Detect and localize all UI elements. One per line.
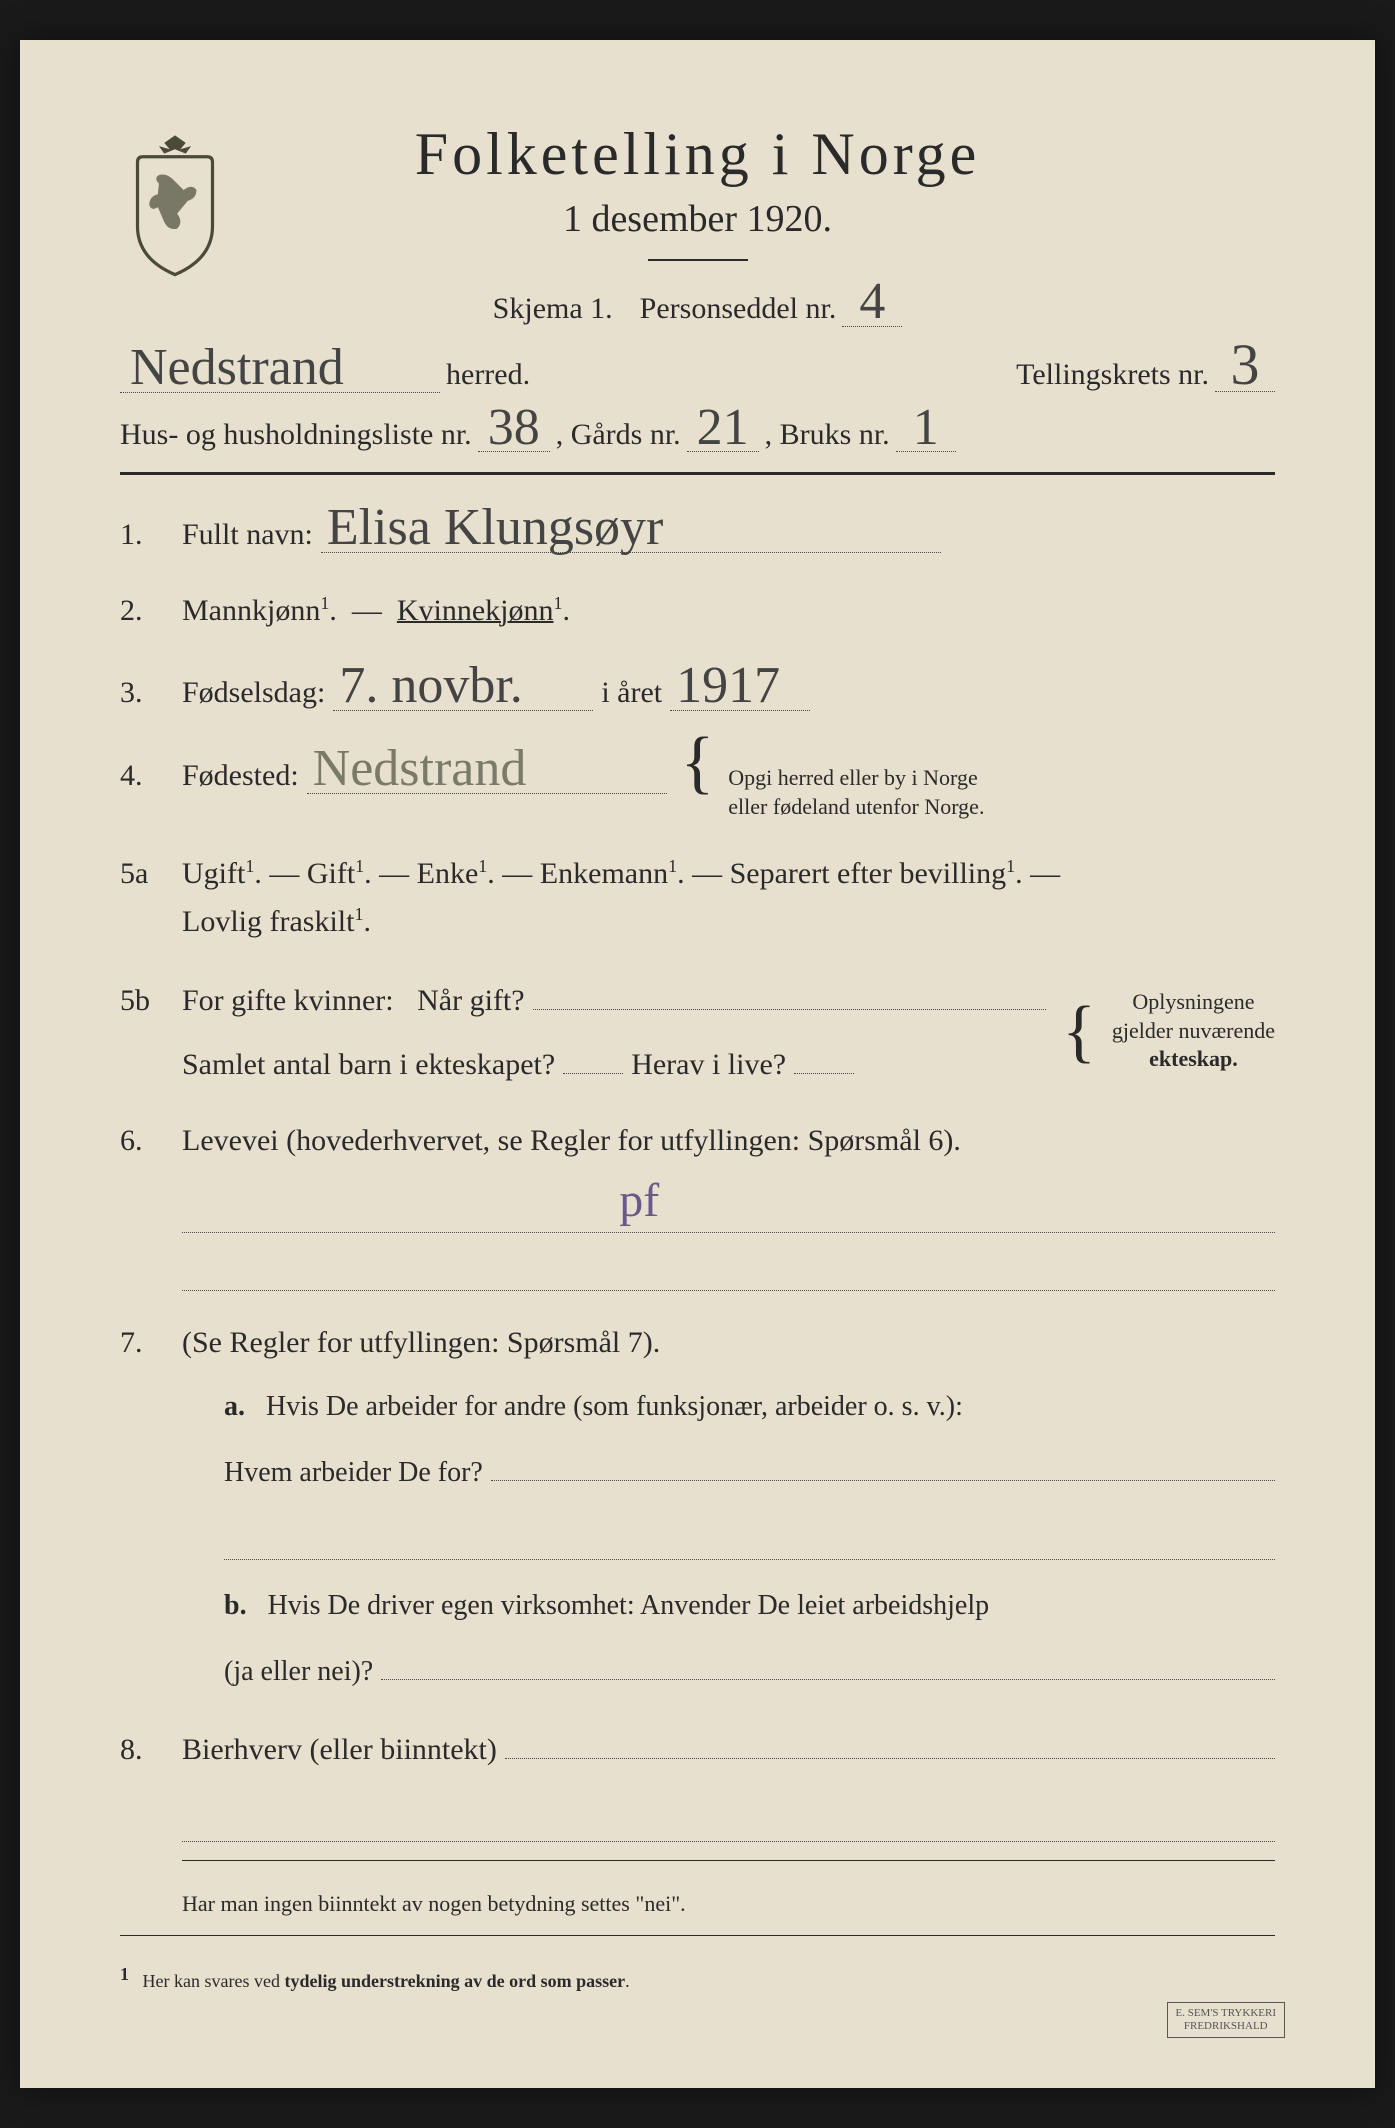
q2-mann: Mannkjønn [182, 594, 320, 627]
divider [182, 1860, 1275, 1861]
q1-value: Elisa Klungsøyr [321, 505, 941, 553]
q7a-label: a. [224, 1391, 245, 1422]
q2-num: 2. [120, 587, 168, 635]
q3-label: Fødselsdag: [182, 669, 325, 717]
form-title: Folketelling i Norge [120, 120, 1275, 189]
q5a-num: 5a [120, 850, 168, 898]
q4-label: Fødested: [182, 752, 299, 800]
q7a-text2: Hvem arbeider De for? [224, 1451, 483, 1496]
printer-mark: E. SEM'S TRYKKERI FREDRIKSHALD [1167, 2002, 1286, 2038]
q7-num: 7. [120, 1319, 168, 1367]
census-form-page: Folketelling i Norge 1 desember 1920. Sk… [20, 40, 1375, 2088]
q3-year: 1917 [670, 663, 810, 711]
divider [648, 259, 748, 261]
q5b-line2b: Herav i live? [631, 1041, 786, 1089]
q5a-opt-ugift: Ugift [182, 857, 245, 890]
hus-label: Hus- og husholdningsliste nr. [120, 418, 472, 452]
q4-num: 4. [120, 752, 168, 800]
q3-year-label: i året [601, 669, 662, 717]
q5b-note: Oplysningene gjelder nuværende ekteskap. [1112, 988, 1275, 1074]
q2-kjonn: 2. Mannkjønn1. — Kvinnekjønn1. [120, 587, 1275, 635]
personseddel-nr: 4 [842, 279, 902, 327]
q5a-opt-fraskilt: Lovlig fraskilt [182, 905, 354, 938]
q7a: a. Hvis De arbeider for andre (som funks… [224, 1385, 1275, 1496]
q3-num: 3. [120, 669, 168, 717]
tellingskrets-nr: 3 [1215, 339, 1275, 392]
q5b-line1b: Når gift? [417, 977, 524, 1025]
blank-line [381, 1647, 1275, 1681]
q5b-line1a: For gifte kvinner: [182, 977, 394, 1025]
q6-answer-line-2 [182, 1251, 1275, 1291]
footer-note-2: 1 Her kan svares ved tydelig understrekn… [120, 1964, 1275, 1992]
q4-value: Nedstrand [307, 746, 667, 794]
q5a-opt-enkemann: Enkemann [540, 857, 668, 890]
q5a-opt-separert: Separert efter bevilling [730, 857, 1007, 890]
q8-bierhverv: 8. Bierhverv (eller biinntekt) [120, 1723, 1275, 1774]
coat-of-arms-icon [120, 130, 230, 280]
hus-nr: 38 [478, 405, 550, 453]
q5a-opt-gift: Gift [307, 857, 355, 890]
personseddel-label: Personseddel nr. [640, 292, 837, 326]
gards-nr: 21 [687, 405, 759, 453]
herred-label: herred. [446, 358, 530, 392]
skjema-label: Skjema 1. [493, 292, 613, 326]
footer-note-1: Har man ingen biinntekt av nogen betydni… [182, 1891, 1275, 1917]
brace-icon: { [681, 745, 715, 780]
q3-day: 7. novbr. [333, 663, 593, 711]
q5b-gifte-kvinner: 5b For gifte kvinner: Når gift? Samlet a… [120, 974, 1275, 1089]
q6-text: Levevei (hovederhvervet, se Regler for u… [182, 1124, 961, 1157]
blank-line [533, 974, 1047, 1010]
q7b-text2: (ja eller nei)? [224, 1650, 373, 1695]
q7a-answer-line [224, 1520, 1275, 1560]
q5a-sivilstand: 5a Ugift1. — Gift1. — Enke1. — Enkemann1… [120, 850, 1275, 946]
q7-intro: (Se Regler for utfyllingen: Spørsmål 7). [182, 1326, 660, 1359]
q7b-text1: Hvis De driver egen virksomhet: Anvender… [268, 1590, 990, 1621]
gards-label: , Gårds nr. [556, 418, 681, 452]
q8-num: 8. [120, 1726, 168, 1774]
q7: 7. (Se Regler for utfyllingen: Spørsmål … [120, 1319, 1275, 1695]
blank-line [505, 1723, 1275, 1759]
q6-levevei: 6. Levevei (hovederhvervet, se Regler fo… [120, 1117, 1275, 1165]
divider [120, 1935, 1275, 1936]
q6-mark: pf [619, 1173, 659, 1228]
q4-fodested: 4. Fødested: Nedstrand { Opgi herred ell… [120, 745, 1275, 821]
blank [563, 1073, 623, 1074]
form-header: Folketelling i Norge 1 desember 1920. Sk… [120, 120, 1275, 452]
q6-num: 6. [120, 1117, 168, 1165]
q8-answer-line [182, 1802, 1275, 1842]
q5b-line2a: Samlet antal barn i ekteskapet? [182, 1041, 555, 1089]
hus-row: Hus- og husholdningsliste nr. 38 , Gårds… [120, 405, 1275, 453]
blank [794, 1073, 854, 1074]
q7a-text1: Hvis De arbeider for andre (som funksjon… [266, 1391, 963, 1422]
tellingskrets-label: Tellingskrets nr. [1016, 358, 1209, 392]
q1-num: 1. [120, 511, 168, 559]
herred-row: Nedstrand herred. Tellingskrets nr. 3 [120, 339, 1275, 393]
q1-fullt-navn: 1. Fullt navn: Elisa Klungsøyr [120, 505, 1275, 559]
blank-line [491, 1447, 1275, 1481]
q5a-opt-enke: Enke [417, 857, 479, 890]
divider [120, 472, 1275, 475]
bruks-label: , Bruks nr. [765, 418, 890, 452]
q6-answer-line-1: pf [182, 1193, 1275, 1233]
q4-note: Opgi herred eller by i Norge eller fødel… [728, 764, 984, 821]
q1-label: Fullt navn: [182, 511, 313, 559]
q7b-label: b. [224, 1590, 247, 1621]
form-date: 1 desember 1920. [120, 197, 1275, 241]
bruks-nr: 1 [896, 405, 956, 453]
q8-label: Bierhverv (eller biinntekt) [182, 1726, 497, 1774]
skjema-row: Skjema 1. Personseddel nr. 4 [120, 279, 1275, 327]
brace-icon: { [1062, 1014, 1096, 1049]
q7b: b. Hvis De driver egen virksomhet: Anven… [224, 1584, 1275, 1695]
q5b-num: 5b [120, 977, 168, 1025]
q3-fodselsdag: 3. Fødselsdag: 7. novbr. i året 1917 [120, 663, 1275, 717]
q2-kvinne: Kvinnekjønn [397, 594, 554, 627]
herred-value: Nedstrand [120, 345, 440, 393]
